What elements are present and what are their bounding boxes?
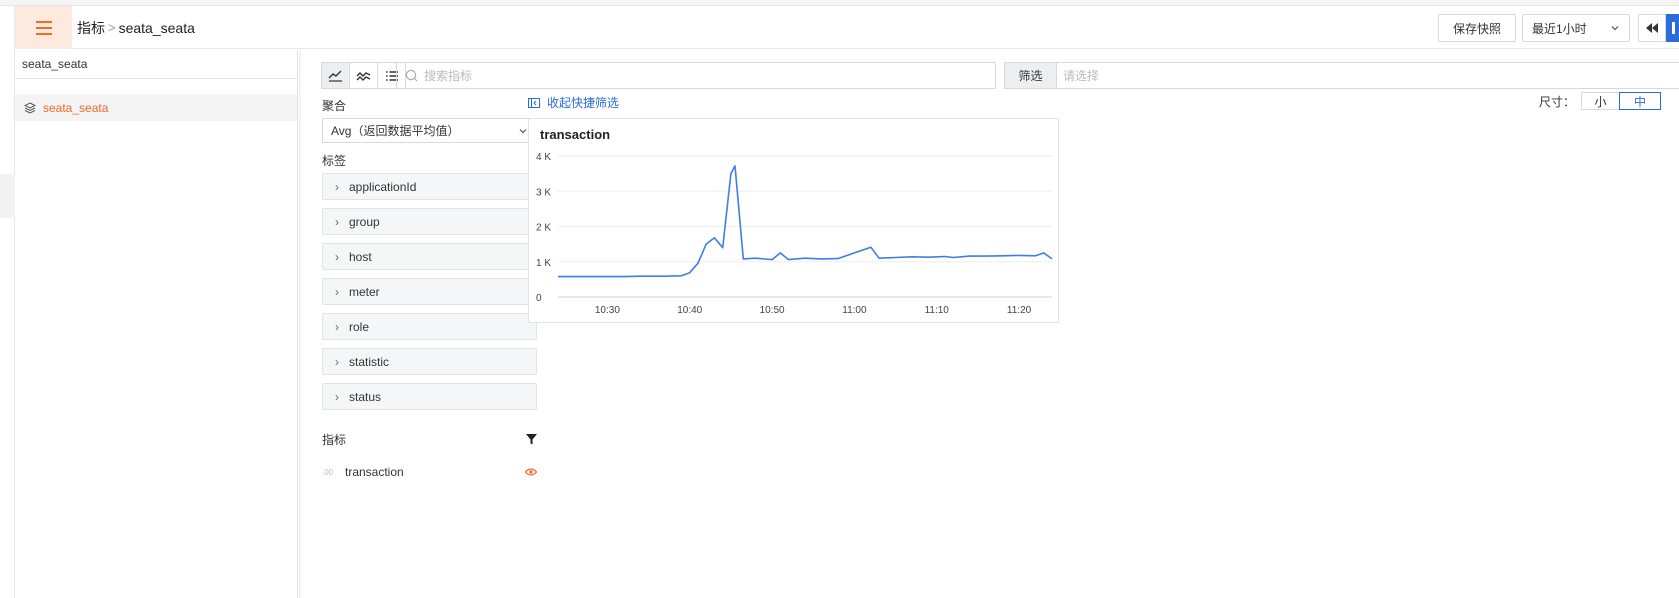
save-snapshot-button[interactable]: 保存快照 — [1437, 14, 1516, 42]
tag-label: role — [349, 319, 370, 334]
time-range-value: 最近1小时 — [1532, 21, 1587, 36]
search-icon — [405, 69, 418, 82]
panel-shadow — [299, 50, 302, 598]
x-tick-label: 11:10 — [925, 305, 950, 316]
tag-item[interactable]: › role — [322, 313, 537, 340]
metric-name: transaction — [345, 465, 404, 479]
pause-icon — [1672, 22, 1675, 34]
tag-item[interactable]: › host — [322, 243, 537, 270]
chart-title: transaction — [540, 127, 611, 142]
chevron-right-icon: › — [335, 354, 339, 369]
tag-item[interactable]: › group — [322, 208, 537, 235]
main-panel: 搜索指标 筛选 请选择 聚合 Avg（返回数据平均值） 标签 › applicat… — [299, 50, 1679, 598]
chevron-right-icon: › — [335, 319, 339, 334]
chevron-down-icon — [519, 128, 527, 133]
collapse-quick-filter-button[interactable]: 收起快捷筛选 — [528, 94, 619, 111]
x-tick-label: 11:20 — [1007, 305, 1032, 316]
size-small-button[interactable]: 小 — [1581, 92, 1620, 110]
line-view-button[interactable] — [321, 62, 350, 89]
view-toggle — [321, 62, 406, 89]
size-switch: 尺寸： 小 中 — [1539, 92, 1661, 110]
tag-item[interactable]: › statistic — [322, 348, 537, 375]
breadcrumb-root[interactable]: 指标 — [77, 19, 105, 36]
header-bar: 指标 > seata_seata 保存快照 最近1小时 — [15, 6, 1679, 49]
y-tick-label: 3 K — [536, 187, 551, 198]
sidebar-item-seata[interactable]: seata_seata — [15, 94, 297, 121]
sidebar-title: seata_seata — [15, 50, 297, 79]
tag-label: statistic — [349, 354, 390, 369]
play-pause-button[interactable] — [1666, 14, 1679, 42]
multi-line-icon — [356, 71, 371, 81]
tags-label: 标签 — [322, 154, 347, 168]
series-line — [558, 165, 1053, 278]
breadcrumb-separator: > — [108, 20, 116, 35]
tag-label: host — [349, 249, 372, 264]
chevron-right-icon: › — [335, 249, 339, 264]
filter-label: 筛选 — [1005, 63, 1057, 88]
rewind-button[interactable] — [1638, 14, 1666, 42]
tag-label: applicationId — [349, 179, 417, 194]
sidebar-item-label: seata_seata — [43, 100, 109, 115]
compare-view-button[interactable] — [349, 62, 378, 89]
tag-item[interactable]: › meter — [322, 278, 537, 305]
metric-item[interactable]: .00 transaction — [322, 465, 537, 479]
chevron-right-icon: › — [335, 284, 339, 299]
x-tick-label: 11:00 — [842, 305, 867, 316]
metric-search-input[interactable]: 搜索指标 — [396, 62, 996, 89]
hamburger-icon — [35, 19, 52, 37]
top-strip — [0, 0, 1679, 6]
tag-label: meter — [349, 284, 380, 299]
tag-list: › applicationId › group › host › meter › role… — [322, 173, 537, 418]
tag-item[interactable]: › applicationId — [322, 173, 537, 200]
list-icon — [385, 70, 398, 81]
aggregation-select[interactable]: Avg（返回数据平均值） — [322, 118, 537, 143]
app-rail — [0, 6, 15, 598]
chevron-right-icon: › — [335, 179, 339, 194]
breadcrumb-current: seata_seata — [118, 19, 195, 36]
eye-icon[interactable] — [525, 468, 537, 476]
y-tick-label: 0 — [536, 293, 542, 304]
collapse-panel-icon — [528, 97, 540, 108]
size-medium-button[interactable]: 中 — [1619, 92, 1661, 110]
chevron-right-icon: › — [335, 389, 339, 404]
metrics-label: 指标 — [322, 433, 347, 447]
x-tick-label: 10:50 — [760, 305, 785, 316]
tag-label: group — [349, 214, 380, 229]
menu-button[interactable] — [15, 6, 72, 49]
transaction-line-chart: 4 K 3 K 2 K 1 K 0 10:30 10:40 10:50 11:00 11:10 11… — [536, 152, 1053, 316]
search-placeholder: 搜索指标 — [424, 69, 473, 83]
x-tick-label: 10:30 — [595, 305, 620, 316]
chevron-right-icon: › — [335, 214, 339, 229]
tag-item[interactable]: › status — [322, 383, 537, 410]
filter-field[interactable]: 筛选 请选择 — [1004, 62, 1679, 89]
collapse-label: 收起快捷筛选 — [547, 96, 620, 110]
aggregation-label: 聚合 — [322, 99, 347, 113]
rewind-icon — [1646, 23, 1658, 33]
breadcrumb: 指标 > seata_seata — [77, 6, 195, 49]
aggregation-value: Avg（返回数据平均值） — [331, 124, 460, 138]
y-tick-label: 2 K — [536, 223, 551, 234]
filter-placeholder: 请选择 — [1063, 69, 1100, 83]
metrics-header: 指标 — [322, 431, 537, 448]
list-view-button[interactable] — [377, 62, 406, 89]
filter-icon[interactable] — [526, 434, 537, 445]
y-tick-label: 1 K — [536, 258, 551, 269]
size-label: 尺寸： — [1538, 94, 1575, 109]
chart-card: transaction 4 K 3 K 2 K 1 K 0 10:30 10:40 10:50… — [528, 118, 1059, 323]
rail-marker — [0, 174, 15, 218]
time-range-select[interactable]: 最近1小时 — [1522, 14, 1630, 42]
tag-label: status — [349, 389, 382, 404]
sidebar: seata_seata seata_seata — [15, 50, 298, 598]
chevron-down-icon — [1611, 26, 1619, 31]
y-tick-label: 4 K — [536, 152, 551, 163]
header-actions: 保存快照 最近1小时 — [1437, 14, 1679, 42]
layers-icon — [24, 101, 36, 114]
x-tick-label: 10:40 — [677, 305, 702, 316]
decimal-icon: .00 — [322, 467, 334, 477]
line-chart-icon — [328, 70, 342, 82]
